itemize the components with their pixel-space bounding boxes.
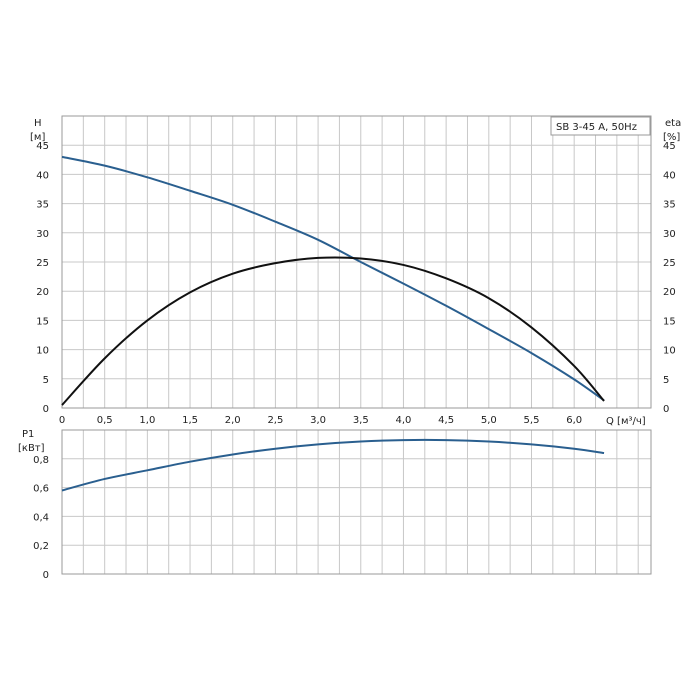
right-y-tick-label: 15: [663, 316, 676, 327]
right-axis-label: eta: [665, 118, 681, 129]
p1-y-tick-label: 0,4: [33, 512, 49, 523]
x-tick-label: 5,5: [524, 415, 540, 426]
left-y-tick-label: 15: [36, 316, 49, 327]
left-y-tick-label: 25: [36, 258, 49, 269]
x-tick-label: 0,5: [97, 415, 113, 426]
x-tick-label: 0: [59, 415, 65, 426]
p1-y-tick-label: 0,2: [33, 541, 49, 552]
x-axis-label: Q [м³/ч]: [606, 416, 646, 427]
p1-y-tick-label: 0,8: [33, 455, 49, 466]
x-tick-label: 2,5: [267, 415, 283, 426]
right-y-tick-label: 5: [663, 375, 669, 386]
right-y-tick-label: 10: [663, 346, 676, 357]
x-tick-label: 3,0: [310, 415, 326, 426]
p1-y-tick-label: 0,6: [33, 484, 49, 495]
left-y-tick-label: 30: [36, 229, 49, 240]
p1-y-tick-label: 0: [43, 570, 49, 581]
tick-labels: 0 0,5 1,0 1,5 2,0 2,5 3,0 3,5 4,0 4,5 5,0 5,5 6,0 0 5 1…: [33, 141, 676, 581]
right-axis-unit: [%]: [663, 132, 680, 143]
series-line-P1: [61, 438, 605, 492]
top-grid: [61, 116, 651, 408]
p1-axis-label: P1: [22, 429, 34, 440]
top-series-layer: [61, 155, 605, 406]
bottom-series-layer: [61, 438, 605, 492]
x-tick-label: 1,0: [139, 415, 155, 426]
left-y-tick-label: 20: [36, 287, 49, 298]
x-tick-label: 1,5: [182, 415, 198, 426]
left-axis-unit: [м]: [30, 132, 45, 143]
p1-axis-unit: [кВт]: [18, 443, 45, 454]
right-y-tick-label: 20: [663, 287, 676, 298]
left-y-tick-label: 35: [36, 200, 49, 211]
series-line-H: [61, 155, 605, 402]
left-y-tick-label: 40: [36, 170, 49, 181]
left-axis-label: H: [34, 118, 42, 129]
x-tick-label: 4,0: [395, 415, 411, 426]
right-y-tick-label: 30: [663, 229, 676, 240]
top-plot-frame: [61, 115, 652, 409]
right-y-tick-label: 0: [663, 404, 669, 415]
right-y-tick-label: 40: [663, 170, 676, 181]
right-y-tick-label: 45: [663, 141, 676, 152]
left-y-tick-label: 0: [43, 404, 49, 415]
left-y-tick-label: 10: [36, 346, 49, 357]
x-tick-label: 5,0: [481, 415, 497, 426]
chart-title: SB 3-45 A, 50Hz: [556, 122, 637, 133]
left-y-tick-label: 45: [36, 141, 49, 152]
right-y-tick-label: 35: [663, 200, 676, 211]
x-tick-label: 4,5: [438, 415, 454, 426]
right-y-tick-label: 25: [663, 258, 676, 269]
bottom-grid: [61, 430, 651, 574]
series-line-eta: [61, 256, 605, 406]
bottom-plot-frame: [61, 429, 652, 575]
x-tick-label: 2,0: [225, 415, 241, 426]
x-tick-label: 6,0: [566, 415, 582, 426]
x-tick-label: 3,5: [353, 415, 369, 426]
chart-title-box: [550, 116, 651, 136]
left-y-tick-label: 5: [43, 375, 49, 386]
